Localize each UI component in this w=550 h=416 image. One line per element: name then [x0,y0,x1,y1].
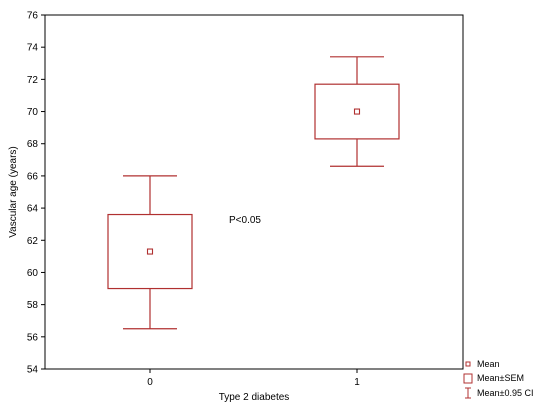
y-tick-label: 62 [27,236,39,247]
legend: Mean Mean±SEM Mean±0.95 CI [463,359,533,399]
legend-label: Mean [477,359,500,369]
chart-marks [107,56,400,330]
plot-area [44,14,464,370]
x-axis-title: Type 2 diabetes [219,392,290,403]
group-1 [314,56,400,167]
y-tick-label: 56 [27,332,39,343]
x-tick-label: 1 [354,377,360,388]
sem-box [107,213,193,290]
y-tick-label: 64 [27,204,39,215]
y-tick-label: 66 [27,171,39,182]
group-0 [107,175,193,330]
legend-label: Mean±SEM [477,373,524,383]
legend-sem-icon [463,373,473,384]
legend-label: Mean±0.95 CI [477,388,533,398]
y-tick-label: 68 [27,139,39,150]
y-tick-label: 70 [27,107,39,118]
mean-marker [353,108,361,115]
y-tick-label: 54 [27,365,39,376]
y-tick-label: 76 [27,11,39,22]
y-axis-title: Vascular age (years) [8,146,19,238]
x-tick-label: 0 [147,377,153,388]
y-tick-label: 74 [27,43,39,54]
y-tick-label: 72 [27,75,39,86]
legend-mean-icon [465,361,471,367]
y-axis: 54 56 58 60 62 64 66 68 70 72 74 76 [27,11,45,376]
y-tick-label: 60 [27,268,39,279]
mean-marker [146,248,154,255]
p-value-annotation: P<0.05 [229,215,261,226]
sem-box [314,83,400,140]
y-tick-label: 58 [27,300,39,311]
